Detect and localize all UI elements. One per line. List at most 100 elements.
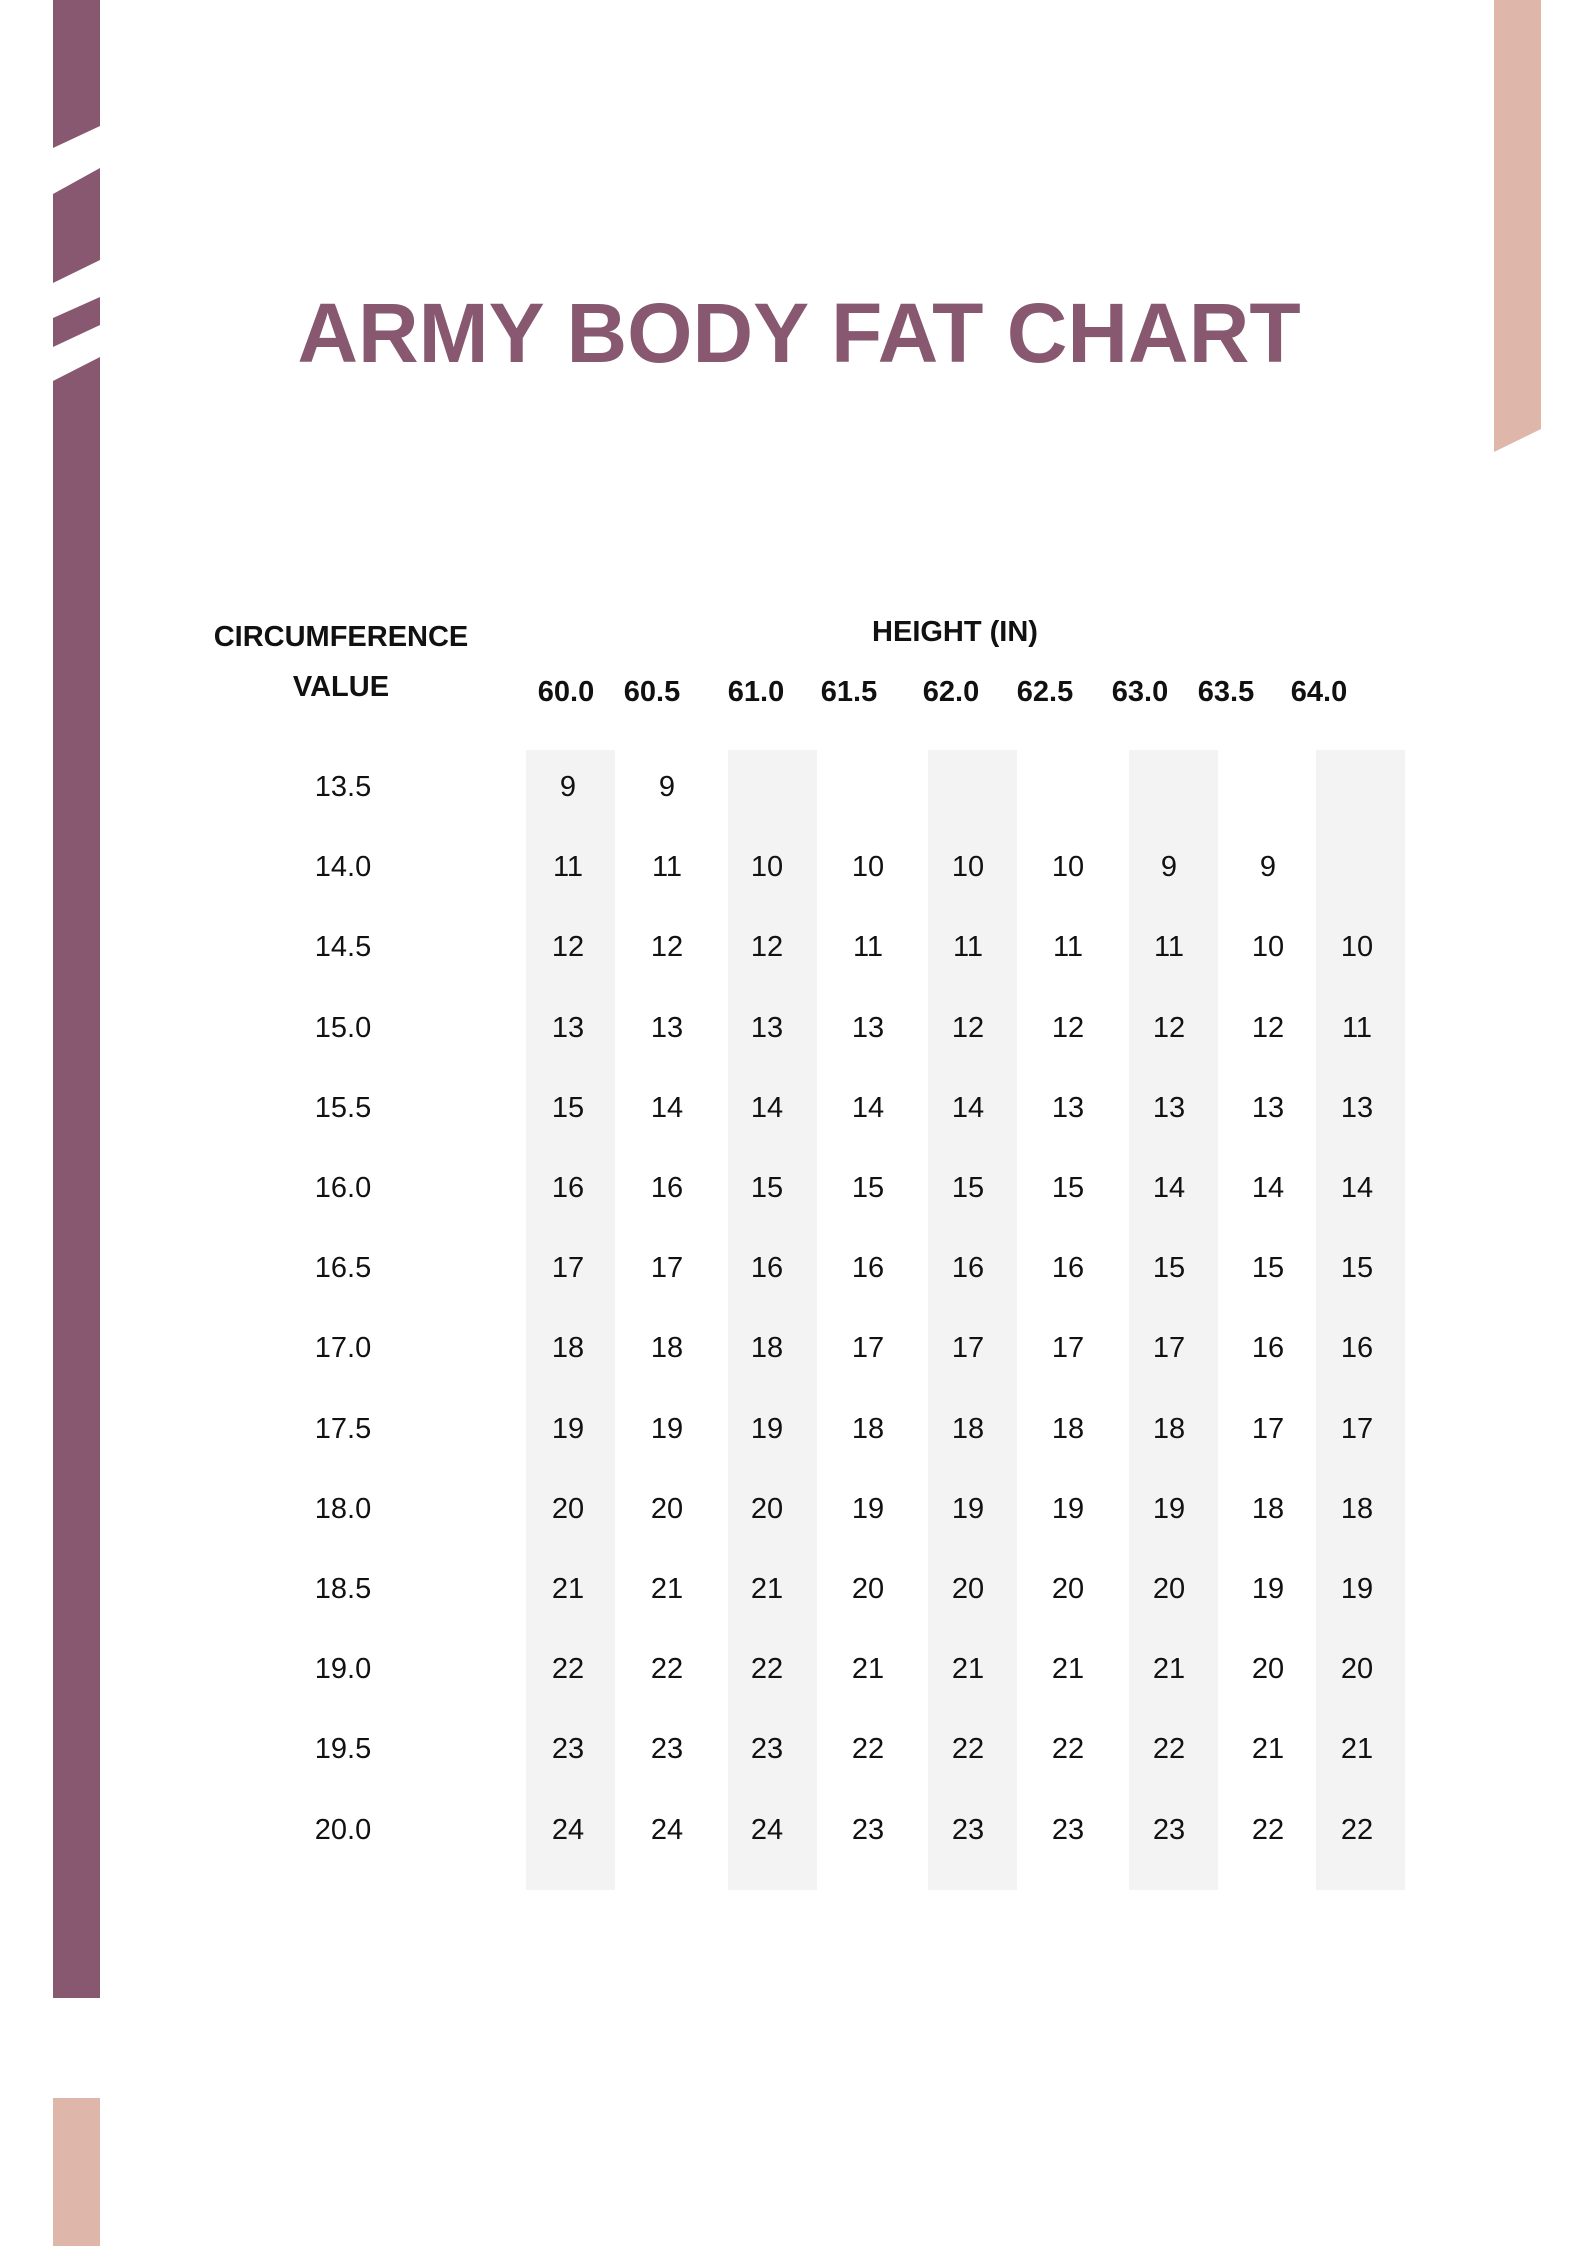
circumference-value: 18.0 xyxy=(314,1492,372,1525)
body-fat-cell: 19 xyxy=(1251,1573,1285,1605)
body-fat-cell: 15 xyxy=(1051,1172,1085,1204)
body-fat-cell: 20 xyxy=(551,1492,585,1525)
body-fat-cell: 10 xyxy=(1340,931,1374,964)
body-fat-cell: 13 xyxy=(1152,1091,1186,1124)
body-fat-cell: 11 xyxy=(552,851,584,884)
body-fat-cell: 9 xyxy=(1259,851,1277,884)
body-fat-cell: 16 xyxy=(1340,1332,1374,1365)
body-fat-cell: 23 xyxy=(551,1733,585,1766)
body-fat-cell: 23 xyxy=(1152,1813,1186,1846)
body-fat-cell: 17 xyxy=(650,1252,684,1285)
circumference-header-line1: CIRCUMFERENCE xyxy=(213,621,469,653)
body-fat-cell: 12 xyxy=(750,931,784,964)
body-fat-cell: 21 xyxy=(1340,1733,1374,1766)
body-fat-cell: 20 xyxy=(1251,1653,1285,1686)
body-fat-cell: 11 xyxy=(952,931,984,964)
body-fat-cell: 17 xyxy=(951,1332,985,1365)
body-fat-cell: 16 xyxy=(551,1172,585,1204)
height-column-header: 63.0 xyxy=(1111,676,1169,708)
body-fat-cell: 17 xyxy=(1152,1332,1186,1365)
body-fat-cell: 22 xyxy=(1051,1733,1085,1766)
height-column-header: 62.0 xyxy=(922,676,980,708)
decorative-stripe-left-1 xyxy=(53,0,100,148)
body-fat-cell: 14 xyxy=(1251,1172,1285,1204)
body-fat-cell: 11 xyxy=(1153,931,1185,964)
height-column-header: 63.5 xyxy=(1197,676,1255,708)
body-fat-cell: 19 xyxy=(1051,1492,1085,1525)
body-fat-cell: 17 xyxy=(551,1252,585,1285)
body-fat-cell: 22 xyxy=(650,1653,684,1686)
circumference-value: 14.0 xyxy=(314,851,372,884)
body-fat-cell: 23 xyxy=(650,1733,684,1766)
body-fat-cell: 18 xyxy=(1340,1492,1374,1525)
height-column-header: 62.5 xyxy=(1016,676,1074,708)
circumference-value: 20.0 xyxy=(314,1813,372,1846)
body-fat-cell: 12 xyxy=(951,1011,985,1044)
body-fat-cell: 21 xyxy=(750,1573,784,1605)
body-fat-cell: 13 xyxy=(551,1011,585,1044)
circumference-value: 13.5 xyxy=(314,771,372,803)
body-fat-cell: 20 xyxy=(750,1492,784,1525)
body-fat-cell: 12 xyxy=(1051,1011,1085,1044)
body-fat-cell: 11 xyxy=(852,931,884,964)
body-fat-cell: 19 xyxy=(1152,1492,1186,1525)
body-fat-cell: 21 xyxy=(851,1653,885,1686)
body-fat-cell: 18 xyxy=(851,1412,885,1445)
page-title: ARMY BODY FAT CHART xyxy=(297,286,1301,380)
body-fat-cell: 19 xyxy=(551,1412,585,1445)
body-fat-cell: 22 xyxy=(951,1733,985,1766)
body-fat-cell: 19 xyxy=(851,1492,885,1525)
body-fat-cell: 14 xyxy=(650,1091,684,1124)
body-fat-cell: 22 xyxy=(551,1653,585,1686)
body-fat-cell: 15 xyxy=(951,1172,985,1204)
body-fat-cell: 24 xyxy=(551,1813,585,1846)
body-fat-cell: 18 xyxy=(1152,1412,1186,1445)
body-fat-cell: 17 xyxy=(1251,1412,1285,1445)
body-fat-cell: 20 xyxy=(851,1573,885,1605)
decorative-stripe-left-2 xyxy=(53,168,100,283)
body-fat-cell: 20 xyxy=(1340,1653,1374,1686)
body-fat-cell: 20 xyxy=(1152,1573,1186,1605)
body-fat-cell: 19 xyxy=(1340,1573,1374,1605)
body-fat-cell: 15 xyxy=(1340,1252,1374,1285)
body-fat-cell: 10 xyxy=(1251,931,1285,964)
body-fat-cell: 24 xyxy=(750,1813,784,1846)
decorative-stripe-left-bottom xyxy=(53,2098,100,2246)
circumference-value: 15.0 xyxy=(314,1011,372,1044)
height-group-header: HEIGHT (IN) xyxy=(872,616,1038,648)
height-column-header: 60.5 xyxy=(623,676,681,708)
column-shade xyxy=(728,750,817,1890)
body-fat-cell: 15 xyxy=(750,1172,784,1204)
body-fat-cell: 18 xyxy=(1251,1492,1285,1525)
body-fat-cell: 14 xyxy=(951,1091,985,1124)
height-column-header: 60.0 xyxy=(537,676,595,708)
circumference-header: CIRCUMFERENCE VALUE xyxy=(191,612,491,712)
circumference-value: 16.5 xyxy=(314,1252,372,1285)
body-fat-cell: 12 xyxy=(650,931,684,964)
body-fat-cell: 16 xyxy=(851,1252,885,1285)
body-fat-cell: 13 xyxy=(750,1011,784,1044)
body-fat-cell: 9 xyxy=(658,771,676,803)
body-fat-cell: 21 xyxy=(1152,1653,1186,1686)
body-fat-cell: 11 xyxy=(1341,1011,1373,1044)
column-shade xyxy=(526,750,615,1890)
body-fat-cell: 16 xyxy=(750,1252,784,1285)
body-fat-cell: 14 xyxy=(1340,1172,1374,1204)
body-fat-cell: 16 xyxy=(650,1172,684,1204)
height-column-header: 61.5 xyxy=(820,676,878,708)
body-fat-cell: 19 xyxy=(750,1412,784,1445)
body-fat-cell: 23 xyxy=(1051,1813,1085,1846)
body-fat-cell: 10 xyxy=(1051,851,1085,884)
body-fat-cell: 15 xyxy=(851,1172,885,1204)
body-fat-cell: 24 xyxy=(650,1813,684,1846)
body-fat-cell: 19 xyxy=(650,1412,684,1445)
body-fat-cell: 10 xyxy=(851,851,885,884)
decorative-stripe-left-4 xyxy=(53,357,100,1998)
body-fat-cell: 12 xyxy=(1152,1011,1186,1044)
body-fat-cell: 23 xyxy=(851,1813,885,1846)
body-fat-cell: 14 xyxy=(851,1091,885,1124)
circumference-value: 19.5 xyxy=(314,1733,372,1766)
body-fat-cell: 17 xyxy=(1051,1332,1085,1365)
body-fat-cell: 20 xyxy=(1051,1573,1085,1605)
body-fat-cell: 22 xyxy=(750,1653,784,1686)
